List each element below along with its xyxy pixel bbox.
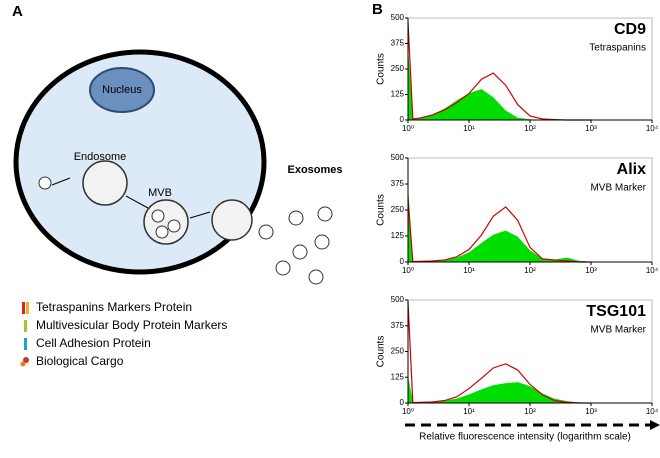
chart-title: Alix xyxy=(617,161,646,178)
exosomes-label: Exosomes xyxy=(287,164,342,176)
y-tick-label: 250 xyxy=(391,347,405,356)
nucleus xyxy=(89,67,155,113)
x-tick-label: 10¹ xyxy=(463,266,475,275)
y-tick-label: 125 xyxy=(391,231,405,240)
y-tick-label: 375 xyxy=(391,321,405,330)
legend-text: Cell Adhesion Protein xyxy=(36,336,151,350)
x-tick-label: 10⁰ xyxy=(402,407,414,416)
histogram xyxy=(407,377,592,404)
arrow xyxy=(125,195,149,209)
endosome xyxy=(82,160,128,206)
panel-label: A xyxy=(12,3,23,20)
x-tick-label: 10² xyxy=(524,124,536,133)
histogram xyxy=(407,50,591,121)
y-tick-label: 375 xyxy=(391,39,405,48)
y-axis-label: Counts xyxy=(376,53,387,85)
vesicle xyxy=(167,219,181,233)
histogram xyxy=(407,189,592,263)
x-tick-label: 10⁴ xyxy=(646,266,659,275)
chart-title: TSG101 xyxy=(586,303,646,320)
legend-text: Biological Cargo xyxy=(36,354,124,368)
x-tick-label: 10⁴ xyxy=(646,407,659,416)
y-tick-label: 0 xyxy=(400,115,405,124)
y-tick-label: 250 xyxy=(391,205,405,214)
y-tick-label: 125 xyxy=(391,90,405,99)
y-tick-label: 250 xyxy=(391,64,405,73)
histogram xyxy=(407,199,591,263)
chart-subtitle: MVB Marker xyxy=(590,183,646,194)
legend-text: Multivesicular Body Protein Markers xyxy=(36,318,227,332)
vesicle xyxy=(38,176,52,190)
x-tick-label: 10³ xyxy=(585,407,597,416)
y-axis-label: Counts xyxy=(376,194,387,226)
vesicle xyxy=(155,225,169,239)
x-tick-label: 10¹ xyxy=(463,407,475,416)
arrow xyxy=(189,211,211,219)
arrow-head xyxy=(650,420,660,430)
nucleus-label: Nucleus xyxy=(102,84,142,96)
x-tick-label: 10² xyxy=(524,266,536,275)
x-tick-label: 10¹ xyxy=(463,124,475,133)
y-tick-label: 375 xyxy=(391,179,405,188)
exosomes xyxy=(258,206,333,285)
diagram-legend: Tetraspanins Markers Protein Multivesicu… xyxy=(20,300,227,368)
cell xyxy=(13,49,267,275)
y-axis-label: Counts xyxy=(376,336,387,368)
y-tick-label: 500 xyxy=(391,295,405,304)
endosome-label: Endosome xyxy=(74,151,127,163)
y-tick-label: 0 xyxy=(400,257,405,266)
panel-label: B xyxy=(372,1,383,18)
chart-title: CD9 xyxy=(614,21,646,38)
arrow xyxy=(51,177,71,186)
y-tick-label: 125 xyxy=(391,372,405,381)
chart-subtitle: MVB Marker xyxy=(590,325,646,336)
chart-subtitle: Tetraspanins xyxy=(589,43,646,54)
x-tick-label: 10³ xyxy=(585,124,597,133)
y-tick-label: 0 xyxy=(400,398,405,407)
x-tick-label: 10⁰ xyxy=(402,266,414,275)
histogram xyxy=(407,302,591,404)
mvb-fusing xyxy=(211,199,253,241)
x-tick-label: 10² xyxy=(524,407,536,416)
vesicle xyxy=(151,209,165,223)
x-tick-label: 10³ xyxy=(585,266,597,275)
y-tick-label: 500 xyxy=(391,153,405,162)
legend-text: Tetraspanins Markers Protein xyxy=(36,300,192,314)
x-tick-label: 10⁴ xyxy=(646,124,659,133)
y-tick-label: 500 xyxy=(391,13,405,22)
mvb xyxy=(143,199,189,245)
x-tick-label: 10⁰ xyxy=(402,124,414,133)
mvb-label: MVB xyxy=(148,187,172,199)
x-axis-label: Relative fluorescence intensity (logarit… xyxy=(419,432,631,443)
